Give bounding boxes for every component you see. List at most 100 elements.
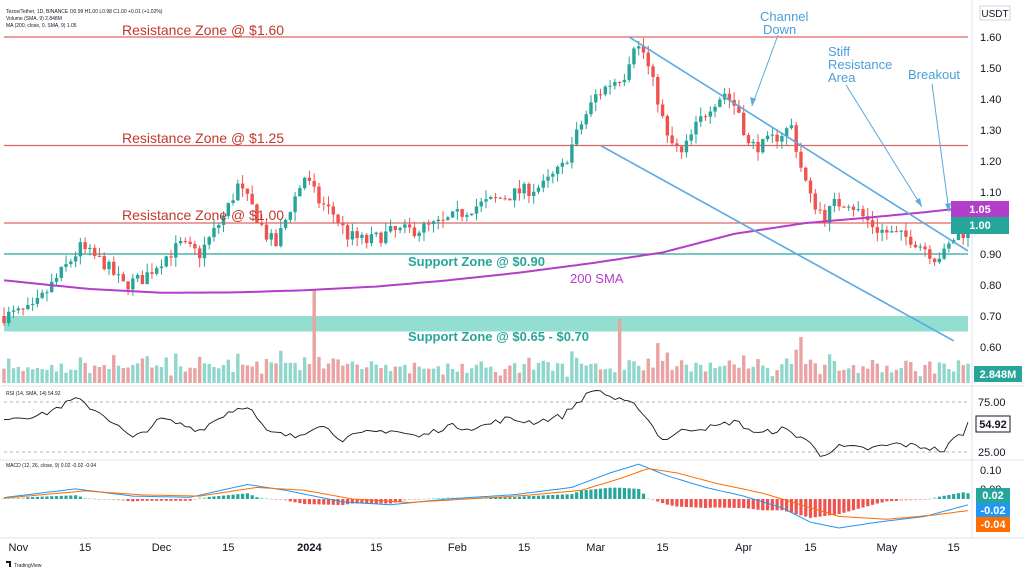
annotation-stiff-line3: Area [828, 70, 856, 85]
volume-bar [947, 368, 951, 383]
volume-bar [746, 368, 751, 383]
candle-body [570, 144, 574, 163]
volume-bar [126, 367, 130, 383]
volume-bar [684, 364, 689, 383]
candle [536, 184, 541, 195]
candle-body [302, 177, 307, 189]
macd-histogram-bar [765, 499, 770, 511]
volume-bar [765, 367, 770, 383]
candle-body [231, 200, 235, 203]
candle [260, 213, 264, 227]
volume-bar [579, 363, 584, 383]
candle [503, 195, 507, 201]
volume-bar [756, 359, 760, 383]
macd-histogram-bar [303, 499, 307, 505]
volume-bar [11, 368, 16, 383]
volume-bar [508, 365, 512, 383]
candle-body [823, 210, 827, 223]
resistance-100-label: Resistance Zone @ $1.00 [122, 207, 284, 223]
candle [718, 96, 722, 108]
candle [746, 132, 751, 146]
annotation-stiff-line2: Resistance [828, 57, 892, 72]
candle-body [789, 125, 794, 129]
volume-bar [656, 343, 660, 383]
volume-bar [360, 369, 364, 383]
candle-body [555, 166, 560, 174]
candle-body [560, 162, 565, 167]
volume-bar [260, 373, 264, 383]
candle-body [694, 121, 698, 135]
volume-bar [489, 366, 493, 383]
candle [312, 173, 316, 193]
candle [178, 237, 183, 246]
candle [923, 242, 927, 257]
support-band-065-070 [4, 316, 968, 332]
volume-bar [240, 364, 245, 383]
macd-histogram-bar [890, 499, 894, 502]
candle [431, 220, 436, 233]
candle-body [465, 215, 469, 217]
macd-histogram-bar [575, 492, 579, 499]
macd-histogram-bar [178, 499, 183, 501]
volume-bar [155, 365, 159, 383]
macd-histogram-bar [69, 495, 73, 499]
candle [35, 289, 40, 308]
macd-histogram-bar [150, 499, 154, 501]
candle [274, 229, 278, 247]
volume-bar [718, 366, 722, 383]
time-axis-tick: Dec [152, 542, 172, 554]
macd-histogram-bar [26, 497, 30, 499]
candle-body [737, 105, 741, 113]
candle [145, 263, 149, 285]
macd-histogram-bar [684, 499, 689, 508]
candle-body [50, 281, 54, 293]
candle-body [594, 94, 598, 103]
volume-bar [966, 363, 970, 383]
candle [899, 230, 903, 241]
macd-histogram-bar [88, 498, 92, 500]
volume-bar [121, 368, 126, 383]
macd-histogram-bar [245, 493, 249, 499]
macd-histogram-bar [470, 497, 474, 499]
volume-bar [861, 366, 865, 383]
macd-histogram-bar [513, 497, 517, 499]
time-axis-tick: 15 [656, 542, 668, 554]
candle-body [121, 274, 126, 282]
candle-body [794, 125, 798, 152]
candle-body [598, 94, 603, 96]
volume-bar [21, 370, 25, 383]
macd-histogram-bar [231, 494, 235, 499]
currency-box[interactable] [979, 5, 1011, 21]
volume-bar [527, 357, 531, 383]
candle [932, 257, 937, 266]
price-axis-tick: 0.70 [980, 311, 1001, 323]
candle [30, 297, 35, 311]
candle [756, 134, 760, 161]
volume-bar [312, 289, 316, 383]
candle-body [307, 177, 312, 181]
candle [832, 192, 837, 213]
volume-bar [231, 371, 235, 383]
volume-bar [751, 366, 755, 383]
macd-histogram-bar [794, 499, 798, 515]
volume-bar [159, 367, 164, 383]
macd-histogram-bar [789, 499, 794, 513]
candle-body [532, 191, 536, 197]
candle [885, 225, 889, 240]
candle [484, 190, 488, 209]
macd-histogram-bar [751, 499, 755, 510]
volume-bar [264, 359, 269, 383]
macd-histogram-bar [660, 499, 665, 504]
macd-histogram-bar [675, 499, 679, 507]
macd-histogram-bar [937, 496, 941, 499]
volume-bar [832, 361, 837, 383]
annotation-channel-line1: Channel [760, 9, 809, 24]
candle [713, 104, 717, 118]
candle [384, 223, 388, 245]
candle-body [603, 86, 608, 95]
macd-histogram-bar [293, 499, 297, 503]
volume-bar [846, 368, 851, 383]
volume-bar [713, 368, 717, 383]
candle [670, 126, 674, 147]
